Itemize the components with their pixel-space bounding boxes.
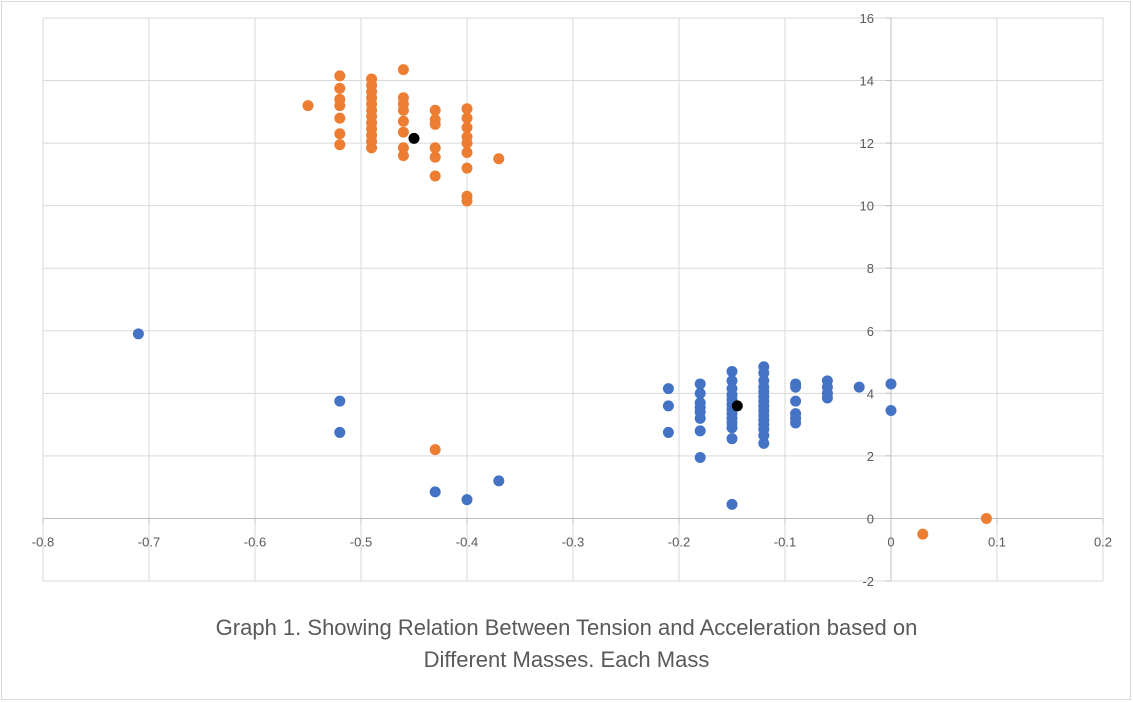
data-point [429,170,441,182]
data-point [397,115,409,127]
data-point [758,367,770,379]
x-tick-labels: -0.8 -0.7 -0.6 -0.5 -0.4 -0.3 -0.2 -0.1 0 0.1 0.2 [32,534,1112,549]
y-tick-label: 0 [867,511,874,526]
series-1 [132,328,897,510]
x-tick-label: -0.6 [244,534,266,549]
data-point [461,137,473,149]
x-tick-label: -0.1 [774,534,796,549]
data-point [397,64,409,76]
data-point [461,162,473,174]
data-point [302,100,314,112]
x-tick-label: -0.3 [562,534,584,549]
data-point [493,475,505,487]
data-point [429,151,441,163]
data-point [429,104,441,116]
data-point [885,405,897,417]
data-point [694,412,706,424]
y-tick-labels: -2 0 2 4 6 8 10 12 14 16 [860,11,874,589]
y-tick-label: 10 [860,199,874,214]
data-point [397,104,409,116]
data-point [408,132,420,144]
data-point [731,400,743,412]
data-point [726,433,738,445]
y-tick-label: 16 [860,11,874,26]
data-point [758,430,770,442]
y-tick-label: 6 [867,324,874,339]
data-point [790,417,802,429]
data-point [461,121,473,133]
x-tick-label: -0.5 [350,534,372,549]
data-point [334,128,346,140]
data-point [694,387,706,399]
data-point [429,444,441,456]
data-point [461,112,473,124]
data-point [429,142,441,154]
x-tick-label: -0.7 [138,534,160,549]
data-point [334,139,346,151]
x-tick-label: 0 [887,534,894,549]
y-tick-label: 14 [860,74,874,89]
data-point [397,150,409,162]
chart-title: Graph 1. Showing Relation Between Tensio… [0,612,1133,676]
x-tick-label: 0.2 [1094,534,1112,549]
y-tick-label: -2 [862,574,874,589]
data-point [334,100,346,112]
data-point [726,422,738,434]
data-point [334,82,346,94]
data-point [980,512,992,524]
gridlines [42,17,1104,582]
series-2 [302,64,992,540]
data-point [662,426,674,438]
data-point [790,381,802,393]
data-point [461,103,473,115]
x-tick-label: -0.4 [456,534,478,549]
data-point [334,426,346,438]
data-point [694,425,706,437]
data-point [493,153,505,165]
y-tick-label: 8 [867,261,874,276]
data-point [758,437,770,449]
data-point [366,142,378,154]
data-point [132,328,144,340]
data-point [334,112,346,124]
data-point [397,126,409,138]
data-points [132,64,992,540]
data-point [429,118,441,130]
y-tick-label: 4 [867,386,874,401]
data-point [334,70,346,82]
data-point [917,528,929,540]
data-point [334,395,346,407]
data-point [461,494,473,506]
data-point [397,142,409,154]
data-point [726,498,738,510]
data-point [662,383,674,395]
data-point [853,381,865,393]
data-point [694,378,706,390]
data-point [726,375,738,387]
chart-title-line-1: Graph 1. Showing Relation Between Tensio… [215,615,918,640]
data-point [790,395,802,407]
x-tick-label: -0.8 [32,534,54,549]
y-tick-label: 12 [860,136,874,151]
data-point [662,400,674,412]
series-3 [408,132,743,412]
data-point [461,195,473,207]
data-point [429,486,441,498]
x-tick-label: 0.1 [988,534,1006,549]
data-point [821,392,833,404]
y-tick-label: 2 [867,449,874,464]
chart-title-line-2: Different Masses. Each Mass [423,647,710,672]
data-point [694,451,706,463]
axes [42,17,1104,582]
x-tick-label: -0.2 [668,534,690,549]
data-point [885,378,897,390]
data-point [461,146,473,158]
data-point [726,365,738,377]
